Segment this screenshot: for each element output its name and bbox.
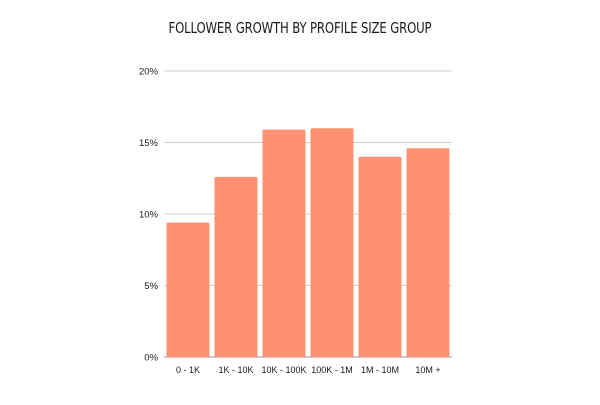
bar <box>262 129 306 357</box>
bars <box>166 128 450 357</box>
bar <box>166 222 210 357</box>
chart-title: FOLLOWER GROWTH BY PROFILE SIZE GROUP <box>168 19 432 37</box>
x-tick-label: 100K - 1M <box>311 365 353 375</box>
y-tick-label: 10% <box>139 210 159 221</box>
bar <box>358 156 402 357</box>
y-tick-label: 5% <box>144 281 158 292</box>
gridlines <box>164 70 452 358</box>
x-tick-label: 10K - 100K <box>261 365 306 375</box>
y-axis-ticks: 0% 5% 10% 15% 20% <box>139 67 159 364</box>
x-tick-label: 1M - 10M <box>361 365 399 375</box>
x-axis-ticks: 0 - 1K 1K - 10K 10K - 100K 100K - 1M 1M - 10… <box>176 365 441 375</box>
bar <box>406 148 450 357</box>
x-tick-label: 0 - 1K <box>176 365 200 375</box>
y-tick-label: 15% <box>139 138 159 149</box>
x-tick-label: 1K - 10K <box>218 365 253 375</box>
x-tick-label: 10M + <box>415 365 440 375</box>
bar <box>214 176 258 357</box>
y-tick-label: 0% <box>144 353 158 364</box>
y-tick-label: 20% <box>139 67 159 78</box>
bar <box>310 128 354 357</box>
